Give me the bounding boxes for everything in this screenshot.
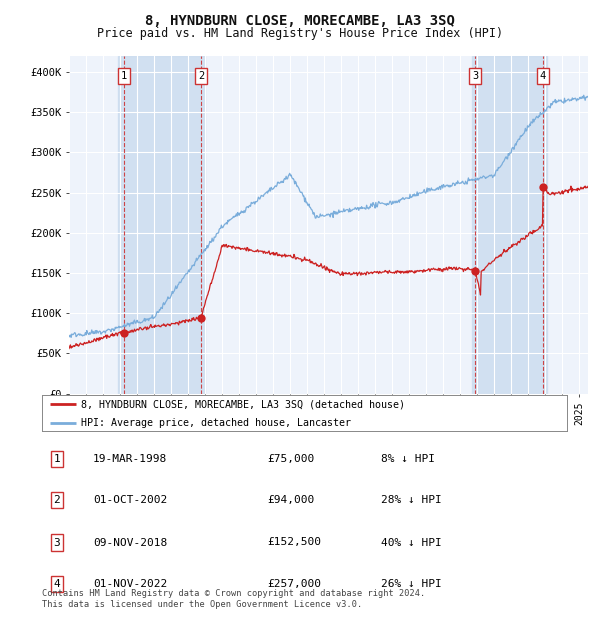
- Text: 1: 1: [53, 454, 61, 464]
- Text: 01-OCT-2002: 01-OCT-2002: [93, 495, 167, 505]
- Text: £152,500: £152,500: [267, 538, 321, 547]
- Text: 40% ↓ HPI: 40% ↓ HPI: [381, 538, 442, 547]
- Bar: [472, 56, 547, 394]
- Text: 3: 3: [472, 71, 478, 81]
- Text: HPI: Average price, detached house, Lancaster: HPI: Average price, detached house, Lanc…: [82, 418, 352, 428]
- Text: £75,000: £75,000: [267, 454, 314, 464]
- Text: 1: 1: [121, 71, 127, 81]
- Text: 4: 4: [53, 579, 61, 589]
- Text: Contains HM Land Registry data © Crown copyright and database right 2024.
This d: Contains HM Land Registry data © Crown c…: [42, 590, 425, 609]
- Text: 2: 2: [53, 495, 61, 505]
- Text: 8% ↓ HPI: 8% ↓ HPI: [381, 454, 435, 464]
- Text: £257,000: £257,000: [267, 579, 321, 589]
- Text: 19-MAR-1998: 19-MAR-1998: [93, 454, 167, 464]
- Text: 3: 3: [53, 538, 61, 547]
- Text: 8, HYNDBURN CLOSE, MORECAMBE, LA3 3SQ: 8, HYNDBURN CLOSE, MORECAMBE, LA3 3SQ: [145, 14, 455, 29]
- Text: 4: 4: [539, 71, 545, 81]
- Text: Price paid vs. HM Land Registry's House Price Index (HPI): Price paid vs. HM Land Registry's House …: [97, 27, 503, 40]
- Text: 2: 2: [198, 71, 204, 81]
- Text: £94,000: £94,000: [267, 495, 314, 505]
- Text: 28% ↓ HPI: 28% ↓ HPI: [381, 495, 442, 505]
- Text: 01-NOV-2022: 01-NOV-2022: [93, 579, 167, 589]
- Bar: [118, 56, 205, 394]
- Text: 8, HYNDBURN CLOSE, MORECAMBE, LA3 3SQ (detached house): 8, HYNDBURN CLOSE, MORECAMBE, LA3 3SQ (d…: [82, 399, 406, 409]
- Text: 09-NOV-2018: 09-NOV-2018: [93, 538, 167, 547]
- Text: 26% ↓ HPI: 26% ↓ HPI: [381, 579, 442, 589]
